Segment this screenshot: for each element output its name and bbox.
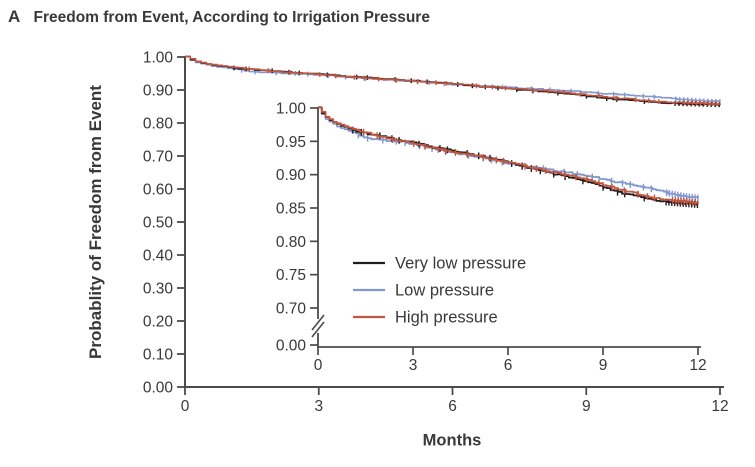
curve-low-pressure-inset (318, 106, 699, 199)
main-y-tick-label: 0.60 (143, 182, 174, 199)
figure-title-row: A Freedom from Event, According to Irriga… (8, 7, 430, 27)
inset-y-tick-label: 0.70 (276, 301, 307, 318)
legend-label-low-pressure: Low pressure (395, 282, 494, 300)
main-x-tick-label: 3 (314, 398, 323, 415)
main-y-tick-label: 0.00 (143, 380, 174, 397)
legend-label-high-pressure: High pressure (395, 309, 498, 327)
inset-y-tick-label: 1.00 (276, 101, 307, 118)
inset-axes: 1.00 0.95 0.90 0.85 0.80 0.75 0.70 0.00 0 3 6 9 12 (276, 101, 707, 375)
inset-y-tick-label: 0.75 (276, 267, 306, 284)
inset-x-tick-label: 6 (504, 357, 513, 374)
curve-very-low-pressure-inset (318, 106, 698, 206)
inset-x-tick-label: 3 (409, 357, 418, 374)
legend-item-low-pressure: Low pressure (353, 282, 494, 300)
main-x-tick-label: 0 (181, 398, 190, 415)
inset-y-tick-label: 0.85 (276, 201, 306, 218)
main-y-tick-label: 0.90 (143, 83, 174, 100)
inset-y-tick-label: 0.80 (276, 234, 307, 251)
x-axis-label: Months (422, 431, 482, 450)
inset-x-tick-label: 12 (689, 357, 706, 374)
main-y-tick-label: 0.30 (143, 281, 174, 298)
curve-high-pressure-inset (318, 106, 699, 204)
main-y-tick-label: 0.10 (143, 347, 174, 364)
main-x-tick-label: 6 (448, 398, 457, 415)
main-y-tick-label: 1.00 (143, 50, 174, 67)
legend-item-very-low-pressure: Very low pressure (353, 255, 526, 273)
censor-marks-high-pressure-main (248, 66, 718, 107)
curve-high-pressure-main (185, 55, 721, 105)
panel-label: A (8, 7, 21, 26)
curve-very-low-pressure-main (185, 55, 721, 106)
inset-y-tick-label: 0.90 (276, 167, 307, 184)
main-y-tick-label: 0.40 (143, 248, 174, 265)
main-axes: 1.00 0.90 0.80 0.70 0.60 0.50 0.40 0.30 0.20 0.10… (143, 50, 729, 416)
curve-low-pressure-main (185, 55, 721, 102)
axis-break-slash (311, 314, 325, 331)
inset-y-tick-label: 0.95 (276, 134, 306, 151)
axis-break-mask (316, 319, 320, 333)
main-y-tick-label: 0.50 (143, 215, 174, 232)
figure-title: Freedom from Event, According to Irrigat… (33, 9, 430, 26)
censor-marks-high-pressure-inset (362, 128, 697, 206)
legend-label-very-low-pressure: Very low pressure (395, 255, 526, 273)
inset-x-tick-label: 0 (314, 357, 323, 374)
main-y-tick-label: 0.20 (143, 314, 174, 331)
main-y-tick-label: 0.80 (143, 116, 174, 133)
legend-item-high-pressure: High pressure (353, 309, 498, 327)
inset-y-tick-label: 0.00 (276, 338, 307, 355)
main-x-tick-label: 9 (582, 398, 591, 415)
main-x-tick-label: 12 (711, 398, 728, 415)
main-y-tick-label: 0.70 (143, 149, 174, 166)
inset-x-tick-label: 9 (599, 357, 608, 374)
axis-break-slash (311, 321, 325, 338)
